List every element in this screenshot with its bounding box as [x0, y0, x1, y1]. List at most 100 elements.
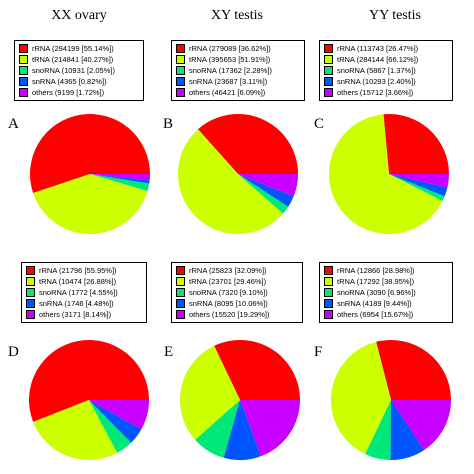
- legend-label: rRNA (279089 [36.62%]): [189, 44, 271, 53]
- legend-b: rRNA (279089 [36.62%]) tRNA (395653 [51.…: [171, 40, 305, 101]
- legend-entry-snrna: snRNA (8095 [10.06%]): [176, 298, 298, 309]
- legend-label: rRNA (21796 [55.95%]): [39, 266, 117, 275]
- swatch-snrna: [324, 299, 333, 308]
- pie-slice-trna: [180, 345, 240, 440]
- legend-f: rRNA (12866 [28.98%]) tRNA (17292 [38.95…: [319, 262, 453, 323]
- legend-d: rRNA (21796 [55.95%]) tRNA (10474 [26.88…: [21, 262, 147, 323]
- pie-slice-snorna: [238, 174, 289, 214]
- swatch-snorna: [176, 288, 185, 297]
- swatch-snorna: [176, 66, 185, 75]
- pie-slice-others: [89, 400, 149, 430]
- swatch-rrna: [176, 44, 185, 53]
- pie-slice-snorna: [365, 400, 391, 460]
- swatch-rrna: [19, 44, 28, 53]
- pie-slice-snorna: [89, 400, 132, 453]
- swatch-snrna: [176, 77, 185, 86]
- pie-slice-snrna: [389, 174, 448, 197]
- legend-entry-snorna: snoRNA (3090 [6.96%]): [324, 287, 448, 298]
- legend-entry-rrna: rRNA (279089 [36.62%]): [176, 43, 300, 54]
- pie-slice-snrna: [90, 174, 150, 184]
- swatch-snorna: [19, 66, 28, 75]
- legend-entry-others: others (46421 [6.09%]): [176, 87, 300, 98]
- legend-entry-trna: tRNA (10474 [26.88%]): [26, 276, 142, 287]
- legend-entry-snrna: snRNA (1746 [4.48%]): [26, 298, 142, 309]
- pie-slice-rrna: [376, 339, 451, 400]
- swatch-trna: [176, 55, 185, 64]
- pie-slice-others: [389, 174, 449, 188]
- pie-chart-e: [180, 340, 300, 461]
- legend-c: rRNA (113743 [26.47%]) tRNA (284144 [66.…: [319, 40, 453, 101]
- legend-label: snRNA (4189 [9.44%]): [337, 299, 412, 308]
- swatch-trna: [26, 277, 35, 286]
- pie-slice-snorna: [389, 174, 445, 201]
- legend-label: snRNA (4365 [0.82%]): [32, 77, 107, 86]
- legend-label: tRNA (284144 [66.12%]): [337, 55, 419, 64]
- legend-entry-rrna: rRNA (25823 [32.09%]): [176, 265, 298, 276]
- legend-label: others (15712 [3.66%]): [337, 88, 414, 97]
- swatch-snorna: [26, 288, 35, 297]
- legend-label: snRNA (10293 [2.40%]): [337, 77, 416, 86]
- legend-entry-others: others (6954 [15.67%]): [324, 309, 448, 320]
- pie-chart-f: [330, 339, 451, 461]
- legend-entry-rrna: rRNA (21796 [55.95%]): [26, 265, 142, 276]
- legend-entry-rrna: rRNA (113743 [26.47%]): [324, 43, 448, 54]
- pie-slice-others: [238, 174, 298, 197]
- legend-label: others (3171 [8.14%]): [39, 310, 112, 319]
- panel-letter-a: A: [8, 116, 19, 132]
- panel-letter-f: F: [314, 344, 323, 360]
- swatch-snorna: [324, 66, 333, 75]
- swatch-others: [176, 88, 185, 97]
- swatch-rrna: [176, 266, 185, 275]
- legend-label: others (9199 [1.72%]): [32, 88, 105, 97]
- column-title-xx-ovary: XX ovary: [51, 8, 107, 23]
- swatch-rrna: [324, 266, 333, 275]
- pie-slice-rrna: [197, 114, 298, 174]
- legend-label: snoRNA (3090 [6.96%]): [337, 288, 416, 297]
- pie-slice-snrna: [238, 174, 294, 207]
- legend-label: snoRNA (7320 [9.10%]): [189, 288, 268, 297]
- swatch-snrna: [324, 77, 333, 86]
- legend-label: rRNA (25823 [32.09%]): [189, 266, 267, 275]
- legend-label: snoRNA (10931 [2.05%]): [32, 66, 115, 75]
- pie-chart-b: [177, 114, 298, 235]
- legend-entry-others: others (9199 [1.72%]): [19, 87, 139, 98]
- pie-slice-rrna: [29, 113, 150, 194]
- legend-entry-trna: tRNA (284144 [66.12%]): [324, 54, 448, 65]
- legend-entry-others: others (15520 [19.29%]): [176, 309, 298, 320]
- swatch-snorna: [324, 288, 333, 297]
- swatch-trna: [19, 55, 28, 64]
- pie-slice-trna: [33, 400, 118, 460]
- legend-entry-trna: tRNA (395653 [51.91%]): [176, 54, 300, 65]
- legend-label: tRNA (395653 [51.91%]): [189, 55, 271, 64]
- legend-label: snRNA (1746 [4.48%]): [39, 299, 114, 308]
- legend-label: snoRNA (17362 [2.28%]): [189, 66, 272, 75]
- pie-slice-snorna: [90, 174, 150, 192]
- legend-label: snRNA (8095 [10.06%]): [189, 299, 268, 308]
- legend-label: others (46421 [6.09%]): [189, 88, 266, 97]
- pie-slice-snorna: [195, 400, 240, 458]
- swatch-rrna: [26, 266, 35, 275]
- pie-slice-trna: [33, 174, 148, 234]
- swatch-snrna: [26, 299, 35, 308]
- legend-entry-snorna: snoRNA (10931 [2.05%]): [19, 65, 139, 76]
- legend-entry-snorna: snoRNA (1772 [4.55%]): [26, 287, 142, 298]
- legend-label: tRNA (10474 [26.88%]): [39, 277, 117, 286]
- pie-slice-others: [240, 400, 300, 457]
- legend-entry-others: others (15712 [3.66%]): [324, 87, 448, 98]
- legend-entry-snrna: snRNA (10293 [2.40%]): [324, 76, 448, 87]
- legend-entry-rrna: rRNA (294199 [55.14%]): [19, 43, 139, 54]
- legend-entry-trna: tRNA (214841 [40.27%]): [19, 54, 139, 65]
- pie-chart-d: [28, 340, 149, 460]
- swatch-others: [324, 310, 333, 319]
- legend-entry-snrna: snRNA (4365 [0.82%]): [19, 76, 139, 87]
- pie-slice-trna: [330, 341, 391, 455]
- legend-label: rRNA (113743 [26.47%]): [337, 44, 419, 53]
- pie-slice-trna: [328, 114, 443, 235]
- swatch-trna: [176, 277, 185, 286]
- pie-slice-others: [391, 400, 451, 450]
- legend-label: tRNA (214841 [40.27%]): [32, 55, 114, 64]
- legend-entry-snrna: snRNA (23687 [3.11%]): [176, 76, 300, 87]
- panel-letter-e: E: [164, 344, 174, 360]
- swatch-rrna: [324, 44, 333, 53]
- legend-entry-snorna: snoRNA (7320 [9.10%]): [176, 287, 298, 298]
